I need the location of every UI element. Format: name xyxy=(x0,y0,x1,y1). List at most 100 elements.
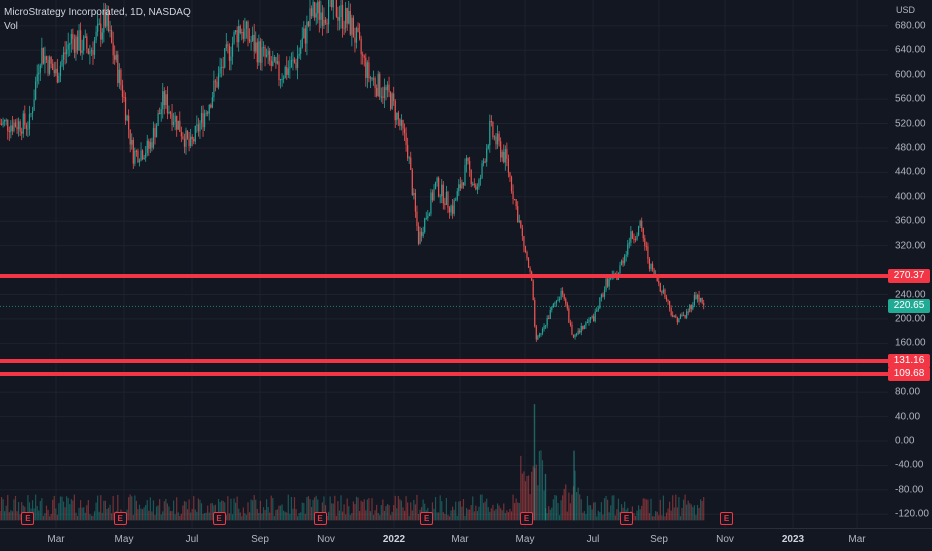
volume-bar xyxy=(464,515,466,521)
volume-bar xyxy=(684,494,686,521)
candle-body xyxy=(526,251,528,259)
candle-body xyxy=(253,34,255,52)
candlestick-chart[interactable] xyxy=(0,0,888,528)
volume-bar xyxy=(526,476,528,521)
price-scale[interactable]: USD 680.00 640.00 600.00 560.00 520.00 480.00… xyxy=(888,0,932,528)
candle-body xyxy=(430,192,432,214)
candle-body xyxy=(506,149,508,159)
candle-body xyxy=(534,300,536,327)
volume-bar xyxy=(517,502,519,521)
candle-body xyxy=(76,36,79,51)
time-tick: May xyxy=(114,534,134,545)
candle-body xyxy=(585,322,587,326)
volume-bar xyxy=(591,509,593,521)
candle-body xyxy=(377,73,379,96)
volume-bar xyxy=(142,509,144,521)
level-price-tag: 109.68 xyxy=(888,367,930,382)
candle-body xyxy=(521,227,523,237)
candle-body xyxy=(467,157,469,161)
candle-body xyxy=(255,42,257,52)
volume-bar xyxy=(447,515,449,521)
candle-body xyxy=(684,314,686,318)
volume-bar xyxy=(28,502,31,521)
volume-label[interactable]: Vol xyxy=(4,21,18,32)
volume-bar xyxy=(441,501,443,521)
level-price-tag: 270.37 xyxy=(888,268,930,283)
chart-pane[interactable]: MicroStrategy Incorporated, 1D, NASDAQ V… xyxy=(0,0,888,528)
earnings-marker[interactable]: E xyxy=(520,512,534,525)
volume-bar xyxy=(2,499,4,521)
volume-bar xyxy=(112,496,114,521)
candle-body xyxy=(362,54,364,56)
earnings-marker[interactable]: E xyxy=(720,512,733,525)
earnings-marker[interactable]: E xyxy=(113,512,127,525)
volume-bar xyxy=(258,512,260,521)
volume-bar xyxy=(117,494,119,521)
candle-body xyxy=(92,50,94,55)
price-tick: 40.00 xyxy=(895,411,921,423)
candle-body xyxy=(35,81,37,100)
candle-body xyxy=(436,177,438,183)
price-tick: -120.00 xyxy=(895,508,929,520)
volume-bar xyxy=(55,508,57,521)
volume-bar xyxy=(162,511,164,521)
candle-body xyxy=(230,56,232,61)
volume-bar xyxy=(89,514,91,521)
candle-body xyxy=(171,113,173,125)
candle-body xyxy=(628,242,630,245)
volume-bar xyxy=(129,494,131,521)
candle-body xyxy=(382,96,384,98)
candle-body xyxy=(580,325,582,333)
candle-body xyxy=(41,47,43,66)
candle-body xyxy=(90,50,93,52)
volume-bar xyxy=(453,509,455,521)
earnings-marker[interactable]: E xyxy=(21,512,35,525)
candle-body xyxy=(348,10,350,24)
volume-bar xyxy=(41,498,43,521)
candle-body xyxy=(231,43,234,57)
volume-bar xyxy=(289,513,291,521)
candle-body xyxy=(496,133,499,145)
candle-body xyxy=(520,220,522,228)
earnings-marker[interactable]: E xyxy=(620,512,634,525)
candle-body xyxy=(579,330,581,333)
candle-body xyxy=(264,47,266,57)
candle-body xyxy=(461,182,463,189)
candle-body xyxy=(128,115,130,130)
candle-body xyxy=(444,203,446,205)
level-price-tag: 131.16 xyxy=(888,353,930,368)
volume-bar xyxy=(304,513,306,521)
volume-bar xyxy=(648,513,651,521)
candle-body xyxy=(238,26,240,43)
candle-body xyxy=(453,200,455,214)
volume-bar xyxy=(244,513,246,521)
volume-bar xyxy=(78,507,80,521)
earnings-marker[interactable]: E xyxy=(212,512,226,525)
volume-bar xyxy=(323,496,325,521)
candle-body xyxy=(540,333,542,335)
earnings-marker[interactable]: E xyxy=(313,512,327,525)
candle-body xyxy=(247,21,249,40)
candle-body xyxy=(179,120,181,132)
volume-bar xyxy=(611,495,613,521)
volume-bar xyxy=(602,514,604,521)
volume-bar xyxy=(225,515,227,521)
volume-bar xyxy=(253,495,255,521)
candle-body xyxy=(2,121,4,125)
candle-body xyxy=(673,315,675,317)
earnings-marker[interactable]: E xyxy=(420,512,434,525)
candle-body xyxy=(394,100,396,121)
candle-body xyxy=(289,67,291,69)
symbol-title[interactable]: MicroStrategy Incorporated, 1D, NASDAQ xyxy=(4,7,191,18)
candle-body xyxy=(224,48,226,68)
volume-bar xyxy=(548,506,550,521)
time-scale[interactable]: Mar May Jul Sep Nov 2022 Mar May Jul Sep Nov 2023 Ma… xyxy=(0,528,932,551)
candle-body xyxy=(624,255,626,264)
candle-body xyxy=(548,318,550,320)
candle-body xyxy=(95,31,97,41)
price-tick: -40.00 xyxy=(895,459,924,471)
volume-bar xyxy=(594,502,596,521)
volume-bar xyxy=(331,503,333,521)
candle-body xyxy=(571,324,573,335)
volume-bar xyxy=(75,512,77,521)
